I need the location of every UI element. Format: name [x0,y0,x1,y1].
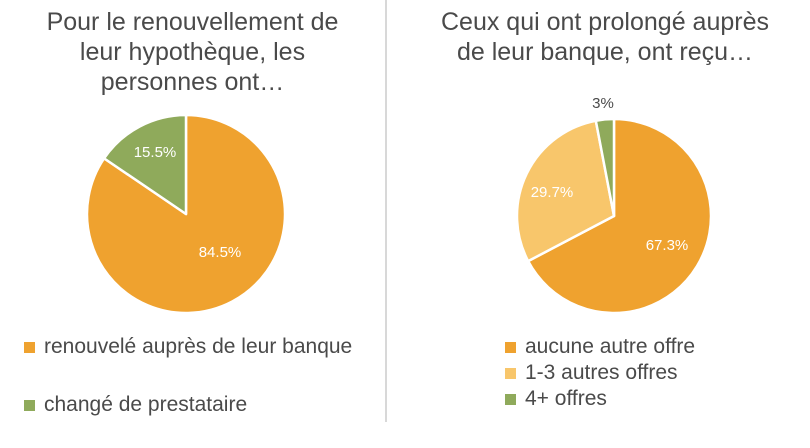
right-title-line-1: Ceux qui ont prolongé auprès [440,8,769,36]
pie-charts: 84.5% 15.5% 67.3% 29.7% 3% [85,95,713,315]
panel-divider [385,0,387,422]
left-title-line-2: leur hypothèque, les [79,38,306,66]
left-pie-slice-change [102,113,188,216]
right-chart-title: Ceux qui ont prolongé auprès de leur ban… [400,7,810,67]
right-title-line-2: de leur banque, ont reçu… [456,38,754,66]
right-pie-slice-4plus [594,117,616,218]
left-title-line-3: personnes ont… [100,68,285,96]
right-pie-slice-1-3 [515,119,616,263]
legend-item-change: changé de prestataire [24,390,352,420]
legend-swatch-4plus [505,393,516,405]
legend-item-4plus: 4+ offres [505,386,695,412]
chart-canvas: Pour le renouvellement de leur hypothèqu… [0,0,810,422]
legend-item-1-3: 1-3 autres offres [505,360,695,386]
left-chart-title: Pour le renouvellement de leur hypothèqu… [0,7,385,97]
legend-label-4plus: 4+ offres [525,387,607,410]
legend-label-change: changé de prestataire [44,393,248,416]
legend-item-renouvele: renouvelé auprès de leur banque [24,332,352,362]
left-title-line-1: Pour le renouvellement de [46,8,339,36]
legend-swatch-change [24,399,35,411]
legend-label-1-3: 1-3 autres offres [525,361,678,384]
right-slice-label-1-3: 29.7% [531,184,574,201]
right-slice-label-4plus: 3% [592,95,614,112]
left-slice-label-change: 15.5% [134,144,177,161]
right-slice-label-aucune: 67.3% [646,237,689,254]
legend-swatch-renouvele [24,341,35,353]
left-legend: renouvelé auprès de leur banque changé d… [24,332,352,448]
legend-swatch-aucune [505,341,516,353]
legend-label-renouvele: renouvelé auprès de leur banque [44,335,353,358]
legend-swatch-1-3 [505,367,516,379]
left-slice-label-renouvele: 84.5% [199,244,242,261]
right-legend: aucune autre offre 1-3 autres offres 4+ … [505,334,695,412]
legend-label-aucune: aucune autre offre [525,335,696,358]
legend-item-aucune: aucune autre offre [505,334,695,360]
right-pie-slice-aucune [526,117,713,315]
